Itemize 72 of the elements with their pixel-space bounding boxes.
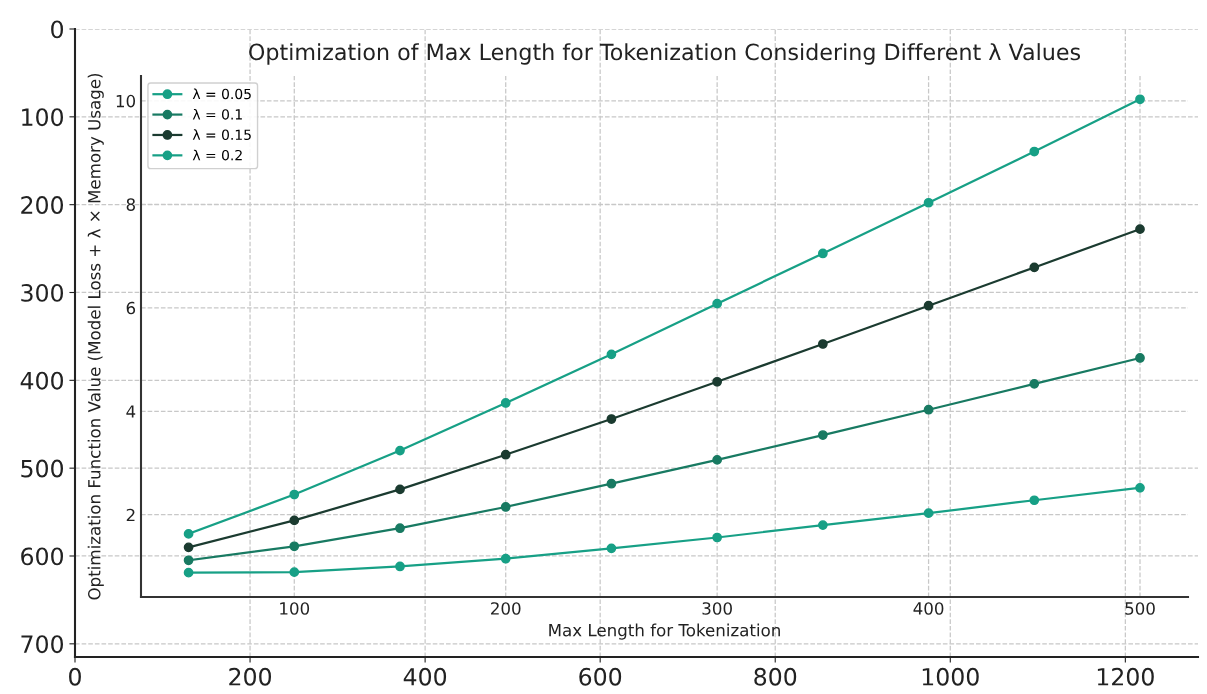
- point: [183, 567, 194, 578]
- x-axis-title: Max Length for Tokenization: [549, 623, 780, 640]
- point: [1135, 353, 1145, 363]
- point: [500, 553, 511, 564]
- point: [606, 478, 617, 489]
- point: [395, 445, 405, 456]
- y-axis-title: Optimization Function Value (Model Loss + λ × Memory Usage): [87, 73, 104, 600]
- point: [395, 523, 405, 534]
- point: [289, 515, 300, 526]
- x-tick-label: 0: [69, 667, 81, 686]
- y-tick-label: 100: [22, 108, 64, 127]
- point: [817, 520, 828, 530]
- x-tick-label: 1200: [1097, 667, 1154, 686]
- point: [1029, 262, 1040, 273]
- x-tick-label: 100: [280, 602, 310, 615]
- legend-label: λ = 0.1: [192, 108, 242, 120]
- point: [817, 248, 828, 259]
- y-tick-label: 400: [20, 371, 64, 390]
- y-tick-label: 200: [21, 196, 64, 214]
- point: [923, 404, 934, 415]
- point: [183, 555, 194, 566]
- point: [712, 532, 723, 543]
- x-tick-label: 400: [913, 602, 944, 615]
- point: [183, 529, 194, 539]
- point: [1135, 482, 1145, 493]
- point: [817, 339, 828, 349]
- x-tick-label: 1000: [922, 667, 979, 686]
- point: [500, 449, 511, 460]
- legend-label: λ = 0.15: [192, 129, 251, 141]
- point: [500, 398, 511, 408]
- y-tick-label: 6: [126, 301, 136, 315]
- legend-label: λ = 0.05: [192, 88, 251, 100]
- point: [606, 414, 617, 424]
- point: [289, 489, 300, 500]
- point: [183, 542, 194, 553]
- x-tick-label: 500: [1125, 602, 1155, 615]
- point: [712, 376, 723, 387]
- point: [1029, 378, 1040, 389]
- point: [923, 300, 934, 311]
- y-tick-label: 600: [21, 547, 64, 566]
- point: [712, 455, 723, 465]
- x-tick-label: 200: [491, 602, 521, 615]
- y-tick-label: 2: [126, 508, 135, 522]
- point: [1135, 94, 1145, 105]
- point: [500, 502, 511, 512]
- y-tick-label: 300: [21, 283, 64, 302]
- point: [395, 484, 405, 495]
- y-tick-label: 8: [126, 198, 135, 211]
- point: [606, 349, 617, 360]
- point: [1135, 224, 1145, 235]
- chart-title: Optimization of Max Length for Tokenization Considering Different λ Values: [249, 43, 1081, 65]
- x-tick-label: 300: [702, 602, 732, 615]
- point: [712, 298, 723, 309]
- point: [817, 430, 828, 440]
- point: [395, 561, 405, 572]
- y-tick-label: 700: [21, 635, 64, 654]
- legend-label: λ = 0.2: [192, 149, 242, 161]
- point: [289, 567, 300, 578]
- point: [1029, 146, 1040, 157]
- y-tick-label: 500: [21, 459, 64, 478]
- x-tick-label: 800: [754, 667, 797, 686]
- point: [606, 543, 617, 554]
- y-tick-label: 0: [51, 20, 64, 39]
- y-tick-label: 4: [126, 405, 136, 418]
- point: [923, 508, 934, 519]
- x-tick-label: 200: [229, 667, 272, 686]
- point: [923, 197, 934, 208]
- point: [1029, 495, 1040, 506]
- x-tick-label: 400: [403, 667, 447, 686]
- y-tick-label: 10: [116, 94, 136, 108]
- point: [289, 541, 300, 552]
- x-tick-label: 600: [579, 667, 622, 686]
